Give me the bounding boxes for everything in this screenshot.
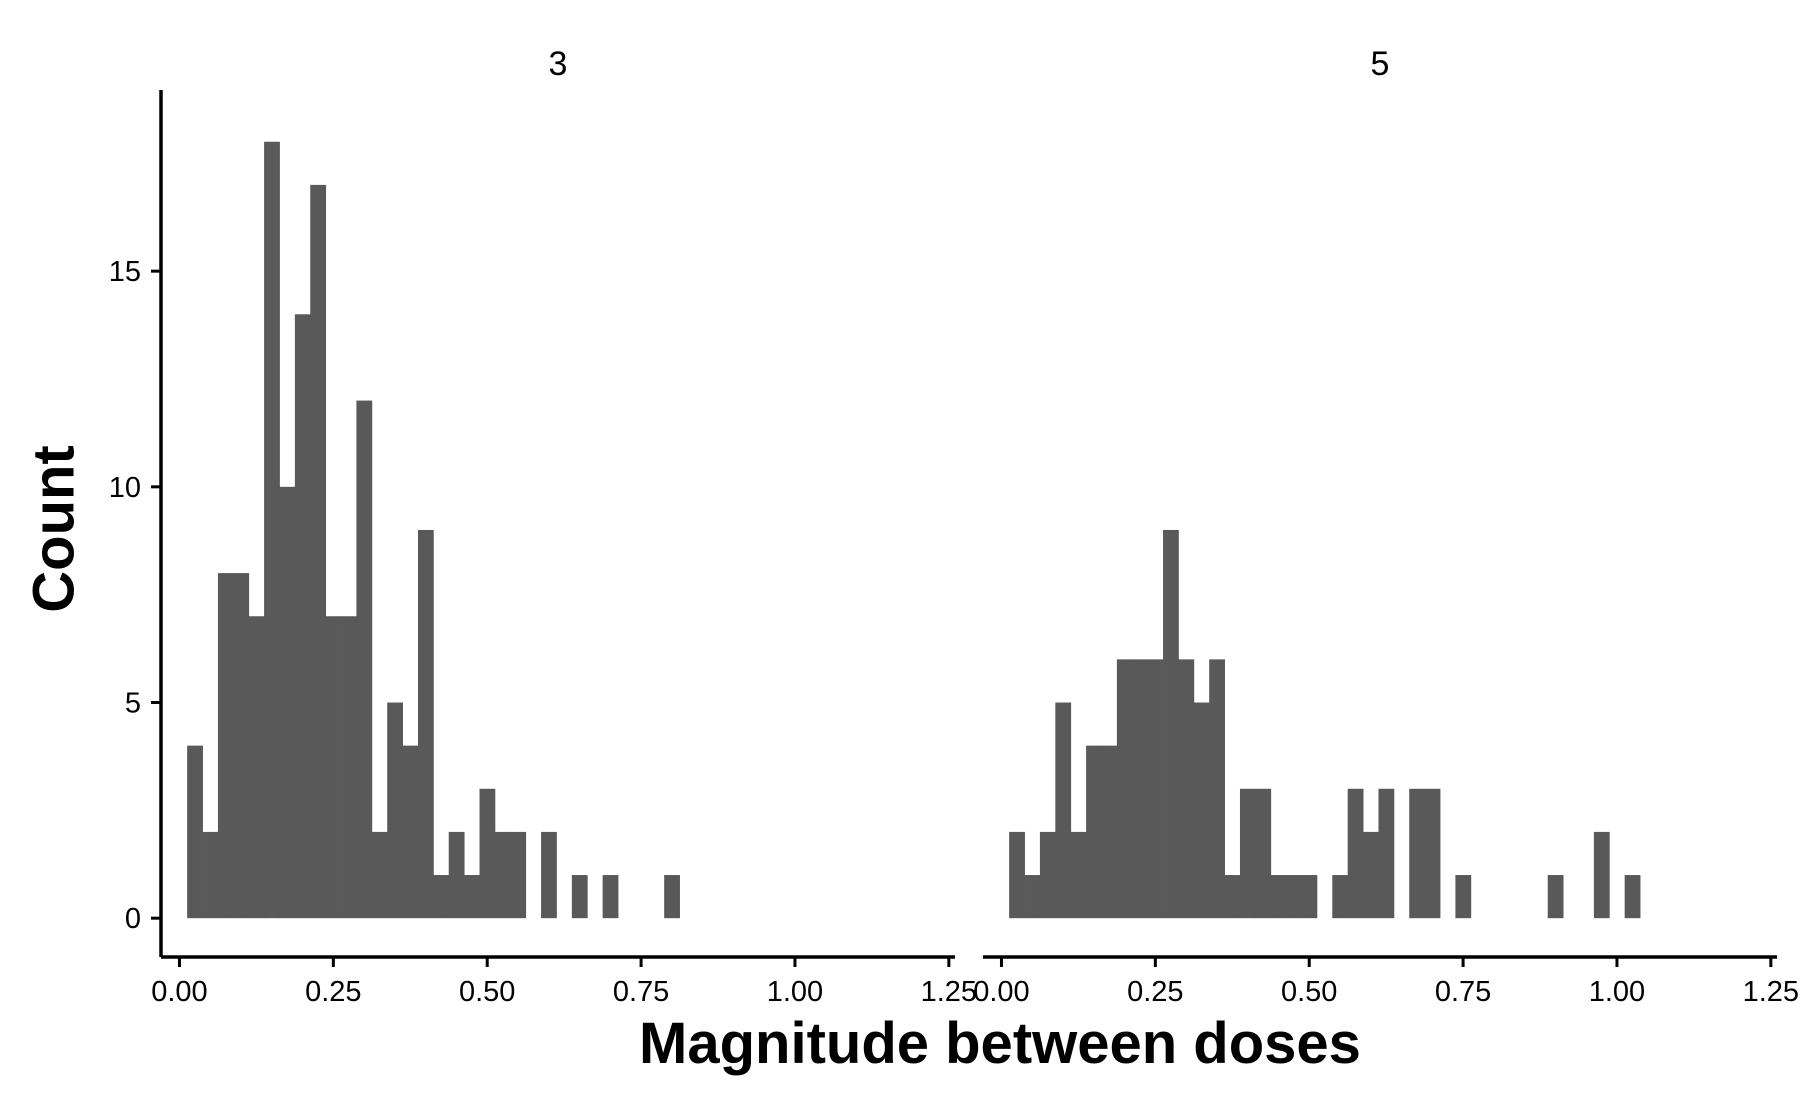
histogram-bar (1301, 875, 1318, 919)
histogram-bar (1270, 875, 1287, 919)
histogram-bar (371, 831, 388, 919)
x-axis-title: Magnitude between doses (639, 1011, 1361, 1076)
histogram-bar (417, 529, 434, 919)
histogram-bar (1163, 529, 1179, 919)
histogram-bar (279, 486, 296, 919)
histogram-bar (402, 745, 419, 919)
y-axis-title: Count (21, 445, 86, 613)
histogram-bar (202, 831, 219, 919)
histogram-bar (1209, 659, 1225, 919)
histogram-bar (310, 184, 327, 919)
x-tick-label: 1.00 (1589, 976, 1645, 1008)
histogram-bar (1547, 875, 1564, 919)
facet-strip-label: 3 (549, 45, 568, 83)
histogram-bar (1409, 788, 1426, 919)
histogram-bar (356, 400, 373, 919)
histogram-bars (187, 141, 680, 919)
y-tick-label: 10 (109, 472, 141, 504)
histogram-bar (1193, 702, 1210, 919)
facet-panels: 3 0.00 0.25 0.50 0.75 1.00 1.25 0 5 10 15 5 0.00 0.25… (109, 45, 1799, 1008)
histogram-bar (510, 831, 527, 919)
histogram-bar (1132, 659, 1149, 919)
facet-strip-label: 5 (1371, 45, 1390, 83)
histogram-bar (294, 314, 311, 919)
histogram-bar (1224, 875, 1241, 919)
x-tick-label: 0.25 (305, 976, 361, 1008)
histogram-bar (1424, 788, 1441, 919)
x-tick-label: 0.00 (151, 976, 207, 1008)
x-tick-label: 1.00 (767, 976, 823, 1008)
histogram-bar (1286, 875, 1302, 919)
x-tick-label: 0.50 (459, 976, 515, 1008)
histogram-bar (664, 875, 680, 919)
histogram-bar (1624, 875, 1641, 919)
x-tick-label: 0.00 (973, 976, 1029, 1008)
x-tick-label: 1.25 (1743, 976, 1799, 1008)
x-tick-label: 1.25 (921, 976, 977, 1008)
histogram-bar (248, 616, 265, 919)
x-tick-label: 0.25 (1127, 976, 1183, 1008)
histogram-bar (1116, 659, 1133, 919)
histogram-bar (233, 573, 250, 919)
histogram-bar (387, 702, 403, 919)
histogram-bar (1039, 831, 1056, 919)
histogram-bar (479, 788, 496, 919)
facet-panel-3: 3 0.00 0.25 0.50 0.75 1.00 1.25 0 5 10 15 (109, 45, 977, 1008)
histogram-bar (325, 616, 342, 919)
histogram-bar (1086, 745, 1102, 919)
y-tick-label: 15 (109, 256, 141, 288)
histogram-bar (464, 875, 480, 919)
histogram-bar (1070, 831, 1087, 919)
histogram-bar (1455, 875, 1472, 919)
histogram-bar (433, 875, 450, 919)
histogram-bar (264, 141, 280, 919)
histogram-bar (1147, 659, 1164, 919)
histogram-bar (1378, 788, 1395, 919)
histogram-bar (1009, 831, 1025, 919)
histogram-bar (1593, 831, 1610, 919)
histogram-bars (1009, 529, 1641, 919)
histogram-bar (187, 745, 203, 919)
x-tick-label: 0.75 (1435, 976, 1491, 1008)
histogram-bar (1024, 875, 1041, 919)
histogram-bar (1255, 788, 1272, 919)
y-tick-label: 5 (125, 688, 141, 720)
histogram-bar (1055, 702, 1072, 919)
x-tick-label: 0.50 (1281, 976, 1337, 1008)
histogram-bar (217, 573, 234, 919)
histogram-bar (341, 616, 357, 919)
facet-panel-5: 5 0.00 0.25 0.50 0.75 1.00 1.25 (973, 45, 1799, 1008)
histogram-bar (1239, 788, 1256, 919)
histogram-bar (494, 831, 511, 919)
histogram-bar (1363, 831, 1379, 919)
histogram-bar (1178, 659, 1195, 919)
y-tick-label: 0 (125, 903, 141, 935)
histogram-bar (541, 831, 557, 919)
x-tick-label: 0.75 (613, 976, 669, 1008)
histogram-bar (571, 875, 588, 919)
histogram-bar (1332, 875, 1349, 919)
histogram-bar (1101, 745, 1118, 919)
histogram-bar (602, 875, 619, 919)
histogram-bar (1347, 788, 1364, 919)
histogram-bar (448, 831, 465, 919)
